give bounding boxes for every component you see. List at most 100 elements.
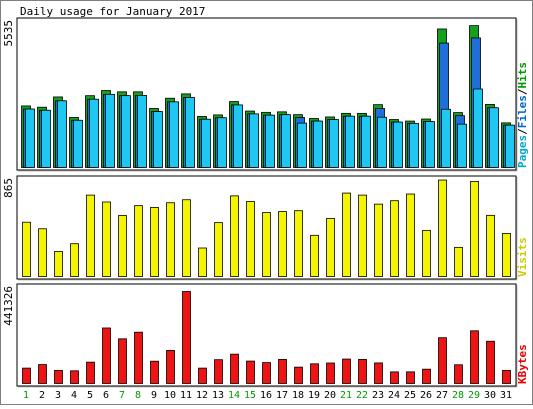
bar-visits-day-9 (150, 207, 159, 277)
bar-pages-day-30 (489, 107, 499, 168)
bar-pages-day-29 (473, 88, 483, 168)
day-label: 20 (324, 390, 336, 401)
panel-max-label: 865 (2, 178, 15, 198)
bar-pages-day-15 (249, 113, 259, 168)
panel-legend: KBytes (516, 344, 529, 384)
bar-pages-day-3 (57, 100, 67, 168)
bar-kbytes-day-22 (358, 359, 367, 384)
day-label: 6 (103, 390, 109, 401)
day-label: 10 (164, 390, 176, 401)
bar-pages-day-9 (153, 111, 163, 168)
bar-visits-day-5 (86, 194, 95, 277)
bar-visits-day-25 (406, 193, 415, 277)
bar-pages-day-26 (425, 121, 435, 168)
day-label: 21 (340, 390, 352, 401)
bar-pages-day-19 (313, 120, 323, 168)
bar-visits-day-26 (422, 229, 431, 277)
bar-pages-day-18 (297, 122, 307, 168)
day-label: 19 (308, 390, 320, 401)
bar-kbytes-day-4 (70, 370, 79, 384)
bar-pages-day-16 (265, 114, 275, 168)
bar-kbytes-day-27 (438, 337, 447, 384)
bar-pages-day-4 (73, 119, 83, 168)
bar-visits-day-30 (486, 214, 495, 277)
bar-pages-day-8 (137, 95, 147, 168)
bar-kbytes-day-23 (374, 362, 383, 384)
bar-visits-day-22 (358, 194, 367, 277)
legend-entry: / (516, 88, 529, 95)
day-label: 28 (452, 390, 464, 401)
bar-visits-day-17 (278, 211, 287, 277)
day-label: 2 (39, 390, 45, 401)
bar-visits-day-7 (118, 215, 127, 277)
bar-pages-day-27 (441, 108, 451, 168)
chart-title: Daily usage for January 2017 (20, 5, 205, 18)
bar-kbytes-day-28 (454, 364, 463, 384)
bar-pages-day-11 (185, 97, 195, 168)
day-label: 23 (372, 390, 384, 401)
bar-visits-day-27 (438, 179, 447, 277)
day-label: 26 (420, 390, 432, 401)
bar-visits-day-20 (326, 218, 335, 277)
bar-visits-day-24 (390, 200, 399, 277)
bar-pages-day-14 (233, 104, 243, 168)
bar-pages-day-23 (377, 116, 387, 168)
bar-visits-day-19 (310, 234, 319, 277)
bar-kbytes-day-20 (326, 362, 335, 384)
bar-kbytes-day-1 (22, 367, 31, 384)
bar-kbytes-day-21 (342, 358, 351, 384)
bar-visits-day-10 (166, 202, 175, 277)
bar-pages-day-24 (393, 121, 403, 168)
bar-visits-day-14 (230, 195, 239, 277)
bar-visits-day-15 (246, 201, 255, 277)
day-label: 13 (212, 390, 224, 401)
bar-kbytes-day-29 (470, 330, 479, 384)
bar-kbytes-day-9 (150, 360, 159, 384)
bar-visits-day-12 (198, 247, 207, 277)
day-label: 16 (260, 390, 272, 401)
bar-pages-day-7 (121, 95, 131, 168)
panel-max-label: 5535 (2, 20, 15, 47)
bar-kbytes-day-25 (406, 371, 415, 384)
bar-kbytes-day-16 (262, 362, 271, 384)
bar-visits-day-23 (374, 203, 383, 277)
day-label: 30 (484, 390, 496, 401)
legend-entry: Hits (516, 62, 529, 89)
bar-visits-day-29 (470, 181, 479, 277)
bar-visits-day-6 (102, 201, 111, 277)
bar-pages-day-17 (281, 114, 291, 168)
bar-kbytes-day-24 (390, 371, 399, 384)
bar-kbytes-day-26 (422, 368, 431, 384)
bar-pages-day-13 (217, 117, 227, 168)
bar-kbytes-day-6 (102, 327, 111, 384)
bar-kbytes-day-30 (486, 340, 495, 384)
day-label: 29 (468, 390, 480, 401)
bar-visits-day-1 (22, 221, 31, 277)
bar-pages-day-31 (505, 124, 515, 168)
bar-pages-day-10 (169, 101, 179, 168)
bar-pages-day-21 (345, 115, 355, 168)
day-label: 14 (228, 390, 240, 401)
bar-kbytes-day-31 (502, 370, 511, 384)
day-label: 5 (87, 390, 93, 401)
bar-kbytes-day-5 (86, 361, 95, 384)
legend-entry: / (516, 128, 529, 135)
panel-legend: Visits (516, 237, 529, 277)
bar-visits-day-18 (294, 210, 303, 277)
panel-legend: Pages/Files/Hits (516, 62, 529, 168)
bar-kbytes-day-12 (198, 367, 207, 384)
bar-visits-day-16 (262, 212, 271, 277)
bar-visits-day-11 (182, 199, 191, 277)
bar-visits-day-4 (70, 243, 79, 277)
day-label: 12 (196, 390, 208, 401)
bar-visits-day-31 (502, 232, 511, 277)
bar-kbytes-day-10 (166, 350, 175, 384)
day-label: 22 (356, 390, 368, 401)
bar-kbytes-day-14 (230, 353, 239, 384)
day-label: 25 (404, 390, 416, 401)
bar-kbytes-day-19 (310, 363, 319, 384)
day-label: 17 (276, 390, 288, 401)
panel-max-label: 441326 (2, 286, 15, 326)
